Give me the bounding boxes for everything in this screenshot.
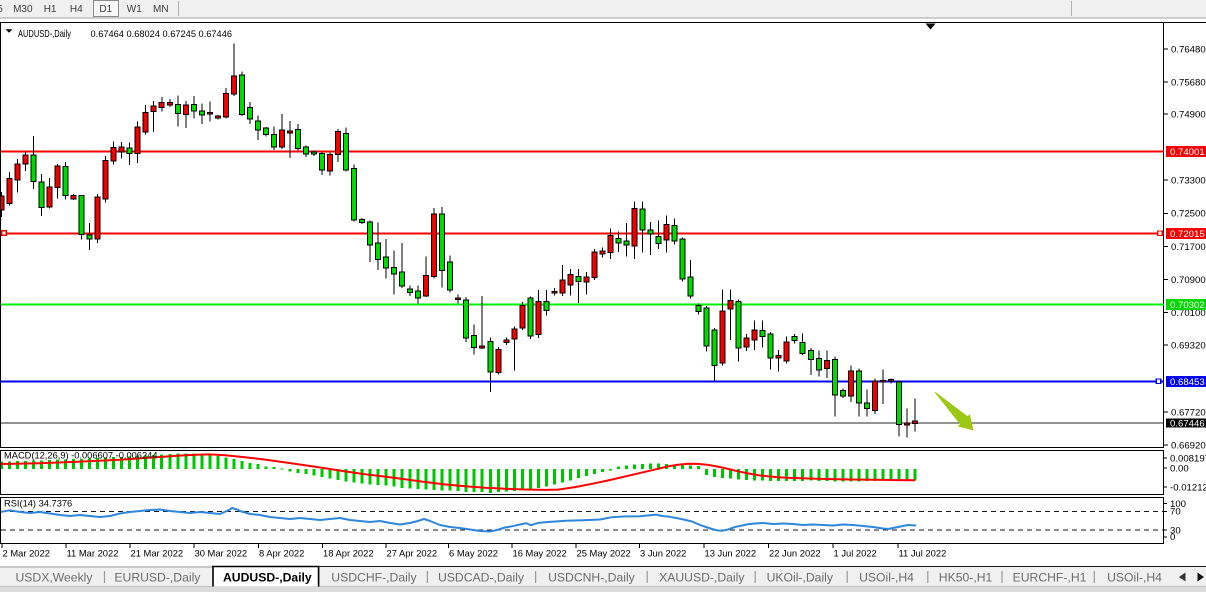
- svg-text:USDX,Weekly: USDX,Weekly: [16, 571, 94, 585]
- svg-text:USDCAD-,Daily: USDCAD-,Daily: [438, 571, 525, 585]
- svg-text:USOil-,H4: USOil-,H4: [859, 571, 914, 585]
- svg-text:11 Mar 2022: 11 Mar 2022: [67, 548, 119, 559]
- svg-text:0.76480: 0.76480: [1171, 44, 1206, 55]
- svg-text:0.68453: 0.68453: [1170, 377, 1205, 388]
- svg-text:0.67446: 0.67446: [1170, 419, 1205, 430]
- svg-text:0.00: 0.00: [1170, 464, 1189, 475]
- svg-text:21 Mar 2022: 21 Mar 2022: [131, 548, 184, 559]
- svg-text:2 Mar 2022: 2 Mar 2022: [3, 548, 50, 559]
- svg-text:W1: W1: [127, 4, 142, 15]
- svg-text:0.72015: 0.72015: [1170, 229, 1205, 240]
- svg-text:0.69320: 0.69320: [1171, 340, 1206, 351]
- svg-text:M30: M30: [13, 4, 33, 15]
- svg-text:0.67464 0.68024 0.67245 0.6744: 0.67464 0.68024 0.67245 0.67446: [91, 28, 233, 39]
- svg-text:18 Apr 2022: 18 Apr 2022: [323, 548, 374, 559]
- svg-text:100: 100: [1170, 499, 1186, 510]
- svg-text:0.008197: 0.008197: [1170, 454, 1206, 465]
- svg-text:MN: MN: [153, 4, 169, 15]
- svg-text:D1: D1: [99, 4, 112, 15]
- svg-text:0.70100: 0.70100: [1171, 308, 1206, 319]
- svg-text:USOil-,H4: USOil-,H4: [1107, 571, 1162, 585]
- svg-text:AUDUSD-,Daily: AUDUSD-,Daily: [223, 571, 312, 585]
- svg-text:AUDUSD-,Daily: AUDUSD-,Daily: [18, 29, 71, 40]
- svg-text:RSI(14) 34.7376: RSI(14) 34.7376: [4, 499, 72, 509]
- svg-text:MACD(12,26,9) -0.006607 -0.006: MACD(12,26,9) -0.006607 -0.006244: [4, 451, 158, 461]
- svg-text:0.70900: 0.70900: [1171, 275, 1206, 286]
- svg-text:30: 30: [1170, 526, 1181, 537]
- svg-text:11 Jul 2022: 11 Jul 2022: [899, 548, 947, 559]
- svg-text:H4: H4: [70, 4, 83, 15]
- svg-text:UKOil-,Daily: UKOil-,Daily: [767, 571, 834, 585]
- svg-text:0.67720: 0.67720: [1171, 407, 1206, 418]
- svg-text:0.66920: 0.66920: [1171, 441, 1206, 452]
- svg-text:0.73300: 0.73300: [1171, 176, 1206, 187]
- svg-text:H1: H1: [44, 4, 57, 15]
- svg-text:8 Apr 2022: 8 Apr 2022: [259, 548, 304, 559]
- svg-text:0.75680: 0.75680: [1171, 77, 1206, 88]
- svg-text:EURUSD-,Daily: EURUSD-,Daily: [114, 571, 201, 585]
- svg-text:USDCNH-,Daily: USDCNH-,Daily: [548, 571, 636, 585]
- svg-text:25 May 2022: 25 May 2022: [577, 548, 631, 559]
- svg-text:16 May 2022: 16 May 2022: [513, 548, 567, 559]
- svg-text:HK50-,H1: HK50-,H1: [939, 571, 993, 585]
- svg-text:XAUUSD-,Daily: XAUUSD-,Daily: [659, 571, 745, 585]
- svg-text:30 Mar 2022: 30 Mar 2022: [195, 548, 248, 559]
- svg-text:0.74001: 0.74001: [1170, 147, 1205, 158]
- svg-text:0.71700: 0.71700: [1171, 242, 1206, 253]
- svg-text:-0.01212: -0.01212: [1170, 482, 1206, 493]
- svg-text:5: 5: [0, 4, 3, 15]
- svg-text:1 Jul 2022: 1 Jul 2022: [834, 548, 877, 559]
- svg-text:22 Jun 2022: 22 Jun 2022: [769, 548, 821, 559]
- svg-text:0: 0: [1170, 532, 1175, 543]
- svg-text:USDCHF-,Daily: USDCHF-,Daily: [331, 571, 417, 585]
- svg-text:0.72500: 0.72500: [1171, 209, 1206, 220]
- svg-text:70: 70: [1170, 507, 1181, 518]
- svg-text:13 Jun 2022: 13 Jun 2022: [705, 548, 757, 559]
- svg-text:27 Apr 2022: 27 Apr 2022: [387, 548, 438, 559]
- svg-text:3 Jun 2022: 3 Jun 2022: [640, 548, 686, 559]
- svg-text:0.74900: 0.74900: [1171, 110, 1206, 121]
- svg-text:0.70302: 0.70302: [1170, 300, 1205, 311]
- svg-text:6 May 2022: 6 May 2022: [449, 548, 498, 559]
- svg-text:EURCHF-,H1: EURCHF-,H1: [1013, 571, 1087, 585]
